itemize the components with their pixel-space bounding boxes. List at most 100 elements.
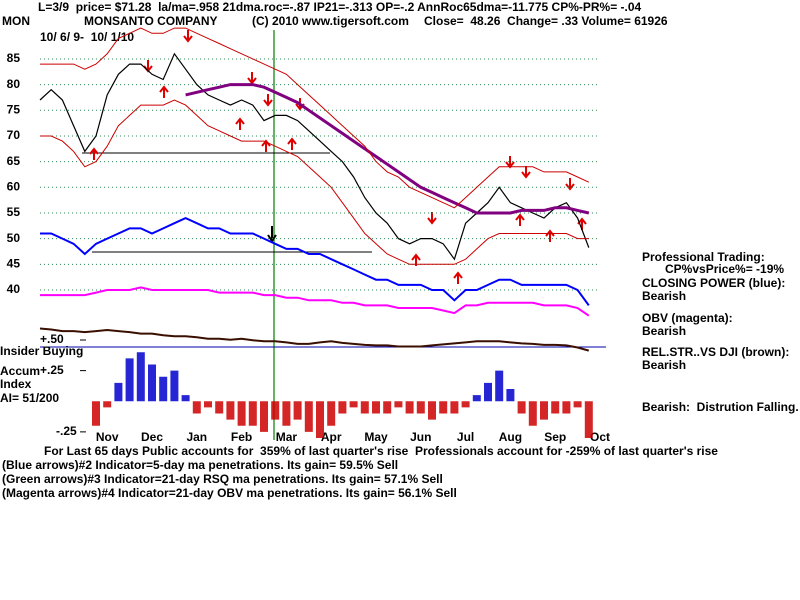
- y2-tick-label: +.25: [40, 363, 64, 377]
- accum-bar: [428, 401, 436, 420]
- accum-bar: [461, 401, 470, 408]
- y-tick-label: 70: [7, 128, 21, 142]
- accum-bar: [316, 401, 324, 438]
- accum-bar: [181, 395, 190, 402]
- side-note: Professional Trading:: [642, 250, 765, 264]
- y-tick-label: 60: [7, 179, 21, 193]
- accum-bar: [103, 401, 112, 408]
- y-tick-label: 50: [7, 231, 21, 245]
- buy-arrow: [89, 147, 99, 160]
- accum-bar: [159, 376, 168, 402]
- x-tick-label: Aug: [499, 430, 522, 444]
- panel-label: Accum: [0, 364, 40, 378]
- arrows: [89, 30, 587, 284]
- accum-bar: [472, 395, 481, 402]
- series-line: [39, 327, 590, 352]
- y-tick-label: 40: [7, 282, 21, 296]
- signal-arrow: [267, 226, 277, 243]
- panel-label: Index: [0, 377, 32, 391]
- accum-bar: [304, 401, 313, 432]
- chart-title: MONSANTO COMPANY: [84, 14, 218, 28]
- accum-bar: [394, 401, 403, 408]
- y-tick-label: 65: [7, 154, 21, 168]
- accum-bar: [170, 370, 179, 402]
- copyright: (C) 2010 www.tigersoft.com: [252, 14, 409, 28]
- series-line: [40, 99, 589, 265]
- buy-arrow: [261, 139, 271, 152]
- accum-bar: [114, 382, 123, 402]
- accum-bar: [562, 401, 571, 414]
- accum-bar: [92, 401, 100, 426]
- series-line: [185, 83, 590, 215]
- y-tick-label: 85: [7, 51, 21, 65]
- x-tick-label: Jan: [186, 430, 207, 444]
- accum-bar: [204, 401, 212, 408]
- side-note: Bearish: Distrution Falling.: [642, 400, 799, 414]
- x-tick-label: Feb: [231, 430, 252, 444]
- footer-line: For Last 65 days Public accounts for 359…: [44, 444, 718, 458]
- x-tick-label: Sep: [544, 430, 566, 444]
- accum-bar: [383, 401, 392, 414]
- accum-bar: [450, 401, 459, 414]
- sell-arrow: [427, 212, 437, 225]
- series-line: [40, 27, 590, 209]
- panel-label: Insider Buying: [0, 344, 83, 358]
- header: L=3/9 price= $71.28 la/ma=.958 21dma.roc…: [38, 0, 642, 14]
- accum-bar: [360, 401, 369, 414]
- side-note: CP%vsPrice%= -19%: [665, 262, 784, 276]
- buy-arrow: [287, 137, 297, 150]
- y-tick-label: 45: [7, 256, 21, 270]
- accum-bar: [125, 358, 134, 402]
- accum-bar: [215, 401, 224, 414]
- buy-arrow: [453, 271, 463, 284]
- series-line: [40, 217, 590, 306]
- accum-bar: [528, 401, 537, 426]
- accum-bar: [226, 401, 235, 420]
- accum-bar: [517, 401, 526, 414]
- accum-bar: [573, 401, 582, 408]
- side-note: Bearish: [642, 324, 686, 338]
- x-tick-label: Apr: [321, 430, 342, 444]
- accum-bar: [148, 364, 156, 402]
- accum-bar: [540, 401, 548, 420]
- accum-bar: [338, 401, 347, 414]
- buy-arrow: [515, 213, 525, 226]
- accum-bar: [551, 401, 560, 414]
- accum-bar: [282, 401, 291, 426]
- sell-arrow: [247, 72, 257, 85]
- y-tick-label: 80: [7, 77, 21, 91]
- side-note: OBV (magenta):: [642, 311, 733, 325]
- accum-bar: [260, 401, 268, 432]
- buy-arrow: [159, 85, 169, 98]
- series-line: [40, 286, 590, 317]
- accum-bar: [439, 401, 448, 414]
- accum-bar: [416, 401, 425, 414]
- side-note: CLOSING POWER (blue):: [642, 276, 785, 290]
- accum-bar: [372, 401, 380, 414]
- buy-arrow: [545, 229, 555, 242]
- y2-tick-label: -.25: [56, 424, 77, 438]
- panel-label: AI= 51/200: [0, 391, 59, 405]
- footer-line: (Blue arrows)#2 Indicator=5-day ma penet…: [2, 458, 398, 472]
- accum-bar: [136, 352, 145, 402]
- accum-bar: [495, 370, 504, 402]
- accum-bar: [237, 401, 246, 426]
- side-note: Bearish: [642, 358, 686, 372]
- x-tick-label: Nov: [96, 430, 119, 444]
- side-note: REL.STR..VS DJI (brown):: [642, 345, 789, 359]
- x-tick-label: Dec: [141, 430, 163, 444]
- y2-tick-label: +.50: [40, 332, 64, 346]
- buy-arrow: [235, 117, 245, 130]
- accum-bar: [584, 401, 593, 438]
- sell-arrow: [143, 60, 153, 73]
- sell-arrow: [183, 30, 193, 43]
- x-tick-label: May: [364, 430, 388, 444]
- sell-arrow: [521, 166, 531, 179]
- accum-bar: [327, 401, 336, 426]
- x-tick-label: Mar: [276, 430, 298, 444]
- accum-bar: [506, 389, 515, 402]
- quote: Close= 48.26 Change= .33 Volume= 61926: [424, 14, 668, 28]
- accum-bar: [271, 401, 280, 420]
- side-note: Bearish: [642, 289, 686, 303]
